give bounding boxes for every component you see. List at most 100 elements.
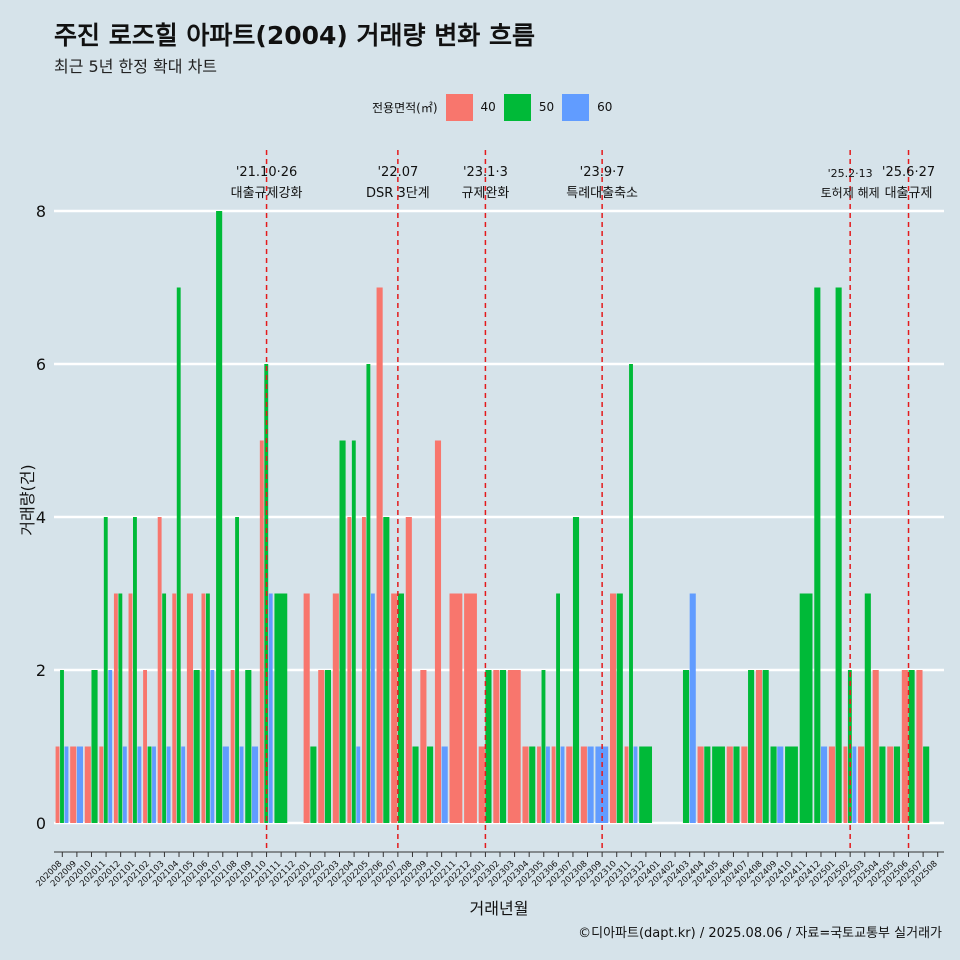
legend-swatch-60 bbox=[562, 93, 590, 121]
bar-40-202507 bbox=[916, 670, 923, 823]
bar-60-202308 bbox=[587, 746, 594, 823]
bar-40-202207 bbox=[391, 593, 398, 823]
bar-40-202310 bbox=[610, 593, 617, 823]
bar-50-202101 bbox=[133, 517, 137, 823]
bar-50-202507 bbox=[923, 746, 930, 823]
bar-60-202306 bbox=[560, 746, 565, 823]
event-label-desc: 대출규제 bbox=[885, 186, 933, 201]
x-axis-title: 거래년월 bbox=[470, 899, 529, 918]
legend-swatch-50 bbox=[503, 93, 531, 121]
event-label-desc: 토허제 해제 bbox=[821, 186, 880, 200]
bar-50-202306 bbox=[556, 593, 560, 823]
bar-50-202106 bbox=[205, 593, 210, 823]
bar-60-202403 bbox=[689, 593, 696, 823]
bar-50-202202 bbox=[324, 670, 332, 823]
bar-60-202108 bbox=[239, 746, 244, 823]
bar-50-202206 bbox=[383, 517, 390, 823]
chart-subtitle: 최근 5년 한정 확대 차트 bbox=[54, 57, 218, 76]
bar-40-202304 bbox=[522, 746, 529, 823]
bar-40-202301 bbox=[478, 746, 485, 823]
bar-50-202501 bbox=[835, 287, 842, 823]
legend-item-50: 50 bbox=[503, 93, 554, 121]
event-label-date: '23.1·3 bbox=[463, 165, 508, 180]
bar-40-202011 bbox=[99, 746, 104, 823]
legend: 전용면적(㎡) 40 50 60 bbox=[372, 93, 620, 121]
bar-60-202103 bbox=[166, 746, 171, 823]
bar-40-202203 bbox=[332, 593, 339, 823]
event-label-date: '23.9·7 bbox=[580, 165, 625, 180]
bar-40-202311 bbox=[624, 746, 629, 823]
bar-60-202305 bbox=[546, 746, 550, 823]
bar-60-202107 bbox=[222, 746, 229, 823]
bar-40-202104 bbox=[172, 593, 177, 823]
bar-40-202303 bbox=[507, 670, 521, 823]
bar-40-202502 bbox=[843, 746, 848, 823]
bar-60-202205 bbox=[370, 593, 375, 823]
bar-50-202412 bbox=[814, 287, 821, 823]
legend-label-60: 60 bbox=[597, 100, 613, 114]
bar-60-202012 bbox=[122, 746, 127, 823]
bar-60-202101 bbox=[137, 746, 142, 823]
bar-40-202208 bbox=[405, 517, 412, 823]
bar-50-202411 bbox=[799, 593, 813, 823]
bar-50-202104 bbox=[176, 287, 181, 823]
bar-40-202306 bbox=[551, 746, 556, 823]
source-caption: ©디아파트(dapt.kr) / 2025.08.06 / 자료=국토교통부 실… bbox=[578, 926, 942, 941]
bar-40-202408 bbox=[755, 670, 763, 823]
bar-40-202305 bbox=[537, 746, 541, 823]
bar-50-202209 bbox=[427, 746, 434, 823]
bar-40-202103 bbox=[157, 517, 162, 823]
bar-50-202305 bbox=[541, 670, 546, 823]
bar-60-202104 bbox=[181, 746, 186, 823]
bar-40-202503 bbox=[858, 746, 865, 823]
bar-60-202409 bbox=[777, 746, 784, 823]
bar-50-202205 bbox=[366, 364, 371, 823]
bar-50-202010 bbox=[91, 670, 98, 823]
y-tick-label: 4 bbox=[36, 508, 46, 527]
bar-60-202311 bbox=[633, 746, 638, 823]
bar-40-202504 bbox=[872, 670, 879, 823]
bar-40-202506 bbox=[901, 670, 908, 823]
bar-50-202406 bbox=[733, 746, 740, 823]
bar-60-202009 bbox=[76, 746, 83, 823]
bar-50-202207 bbox=[397, 593, 404, 823]
y-tick-label: 2 bbox=[36, 661, 46, 680]
bar-60-202102 bbox=[152, 746, 156, 823]
bar-40-202010 bbox=[84, 746, 91, 823]
bar-50-202405 bbox=[712, 746, 725, 823]
bar-50-202105 bbox=[193, 670, 200, 823]
bar-50-202204 bbox=[351, 440, 356, 823]
legend-swatch-40 bbox=[445, 93, 473, 121]
chart-title: 주진 로즈힐 아파트(2004) 거래량 변화 흐름 bbox=[54, 21, 535, 50]
bar-40-202102 bbox=[143, 670, 147, 823]
y-tick-label: 8 bbox=[36, 202, 46, 221]
bar-60-202109 bbox=[251, 746, 259, 823]
event-label-desc: DSR 3단계 bbox=[366, 186, 430, 201]
bar-60-202502 bbox=[852, 746, 857, 823]
bar-40-202212 bbox=[464, 593, 477, 823]
bar-40-202308 bbox=[580, 746, 587, 823]
event-label-desc: 대출규제강화 bbox=[231, 186, 303, 201]
legend-title: 전용면적(㎡) bbox=[372, 100, 438, 115]
bar-40-202009 bbox=[70, 746, 77, 823]
bar-40-202206 bbox=[376, 287, 383, 823]
bar-50-202311 bbox=[629, 364, 633, 823]
bar-50-202301 bbox=[485, 670, 492, 823]
bar-40-202205 bbox=[361, 517, 366, 823]
y-tick-label: 0 bbox=[36, 814, 46, 833]
bar-50-202310 bbox=[616, 593, 623, 823]
bar-40-202302 bbox=[493, 670, 500, 823]
bar-50-202403 bbox=[682, 670, 690, 823]
event-label-date: '21.10·26 bbox=[236, 165, 297, 180]
bar-40-202105 bbox=[186, 593, 194, 823]
bar-60-202106 bbox=[210, 670, 215, 823]
bar-60-202011 bbox=[108, 670, 113, 823]
bar-50-202201 bbox=[310, 746, 317, 823]
event-label-desc: 특례대출축소 bbox=[566, 186, 638, 201]
bar-50-202408 bbox=[762, 670, 769, 823]
bar-40-202404 bbox=[697, 746, 704, 823]
bar-40-202210 bbox=[434, 440, 442, 823]
bar-40-202106 bbox=[201, 593, 206, 823]
bar-40-202204 bbox=[347, 517, 352, 823]
bar-50-202108 bbox=[235, 517, 240, 823]
